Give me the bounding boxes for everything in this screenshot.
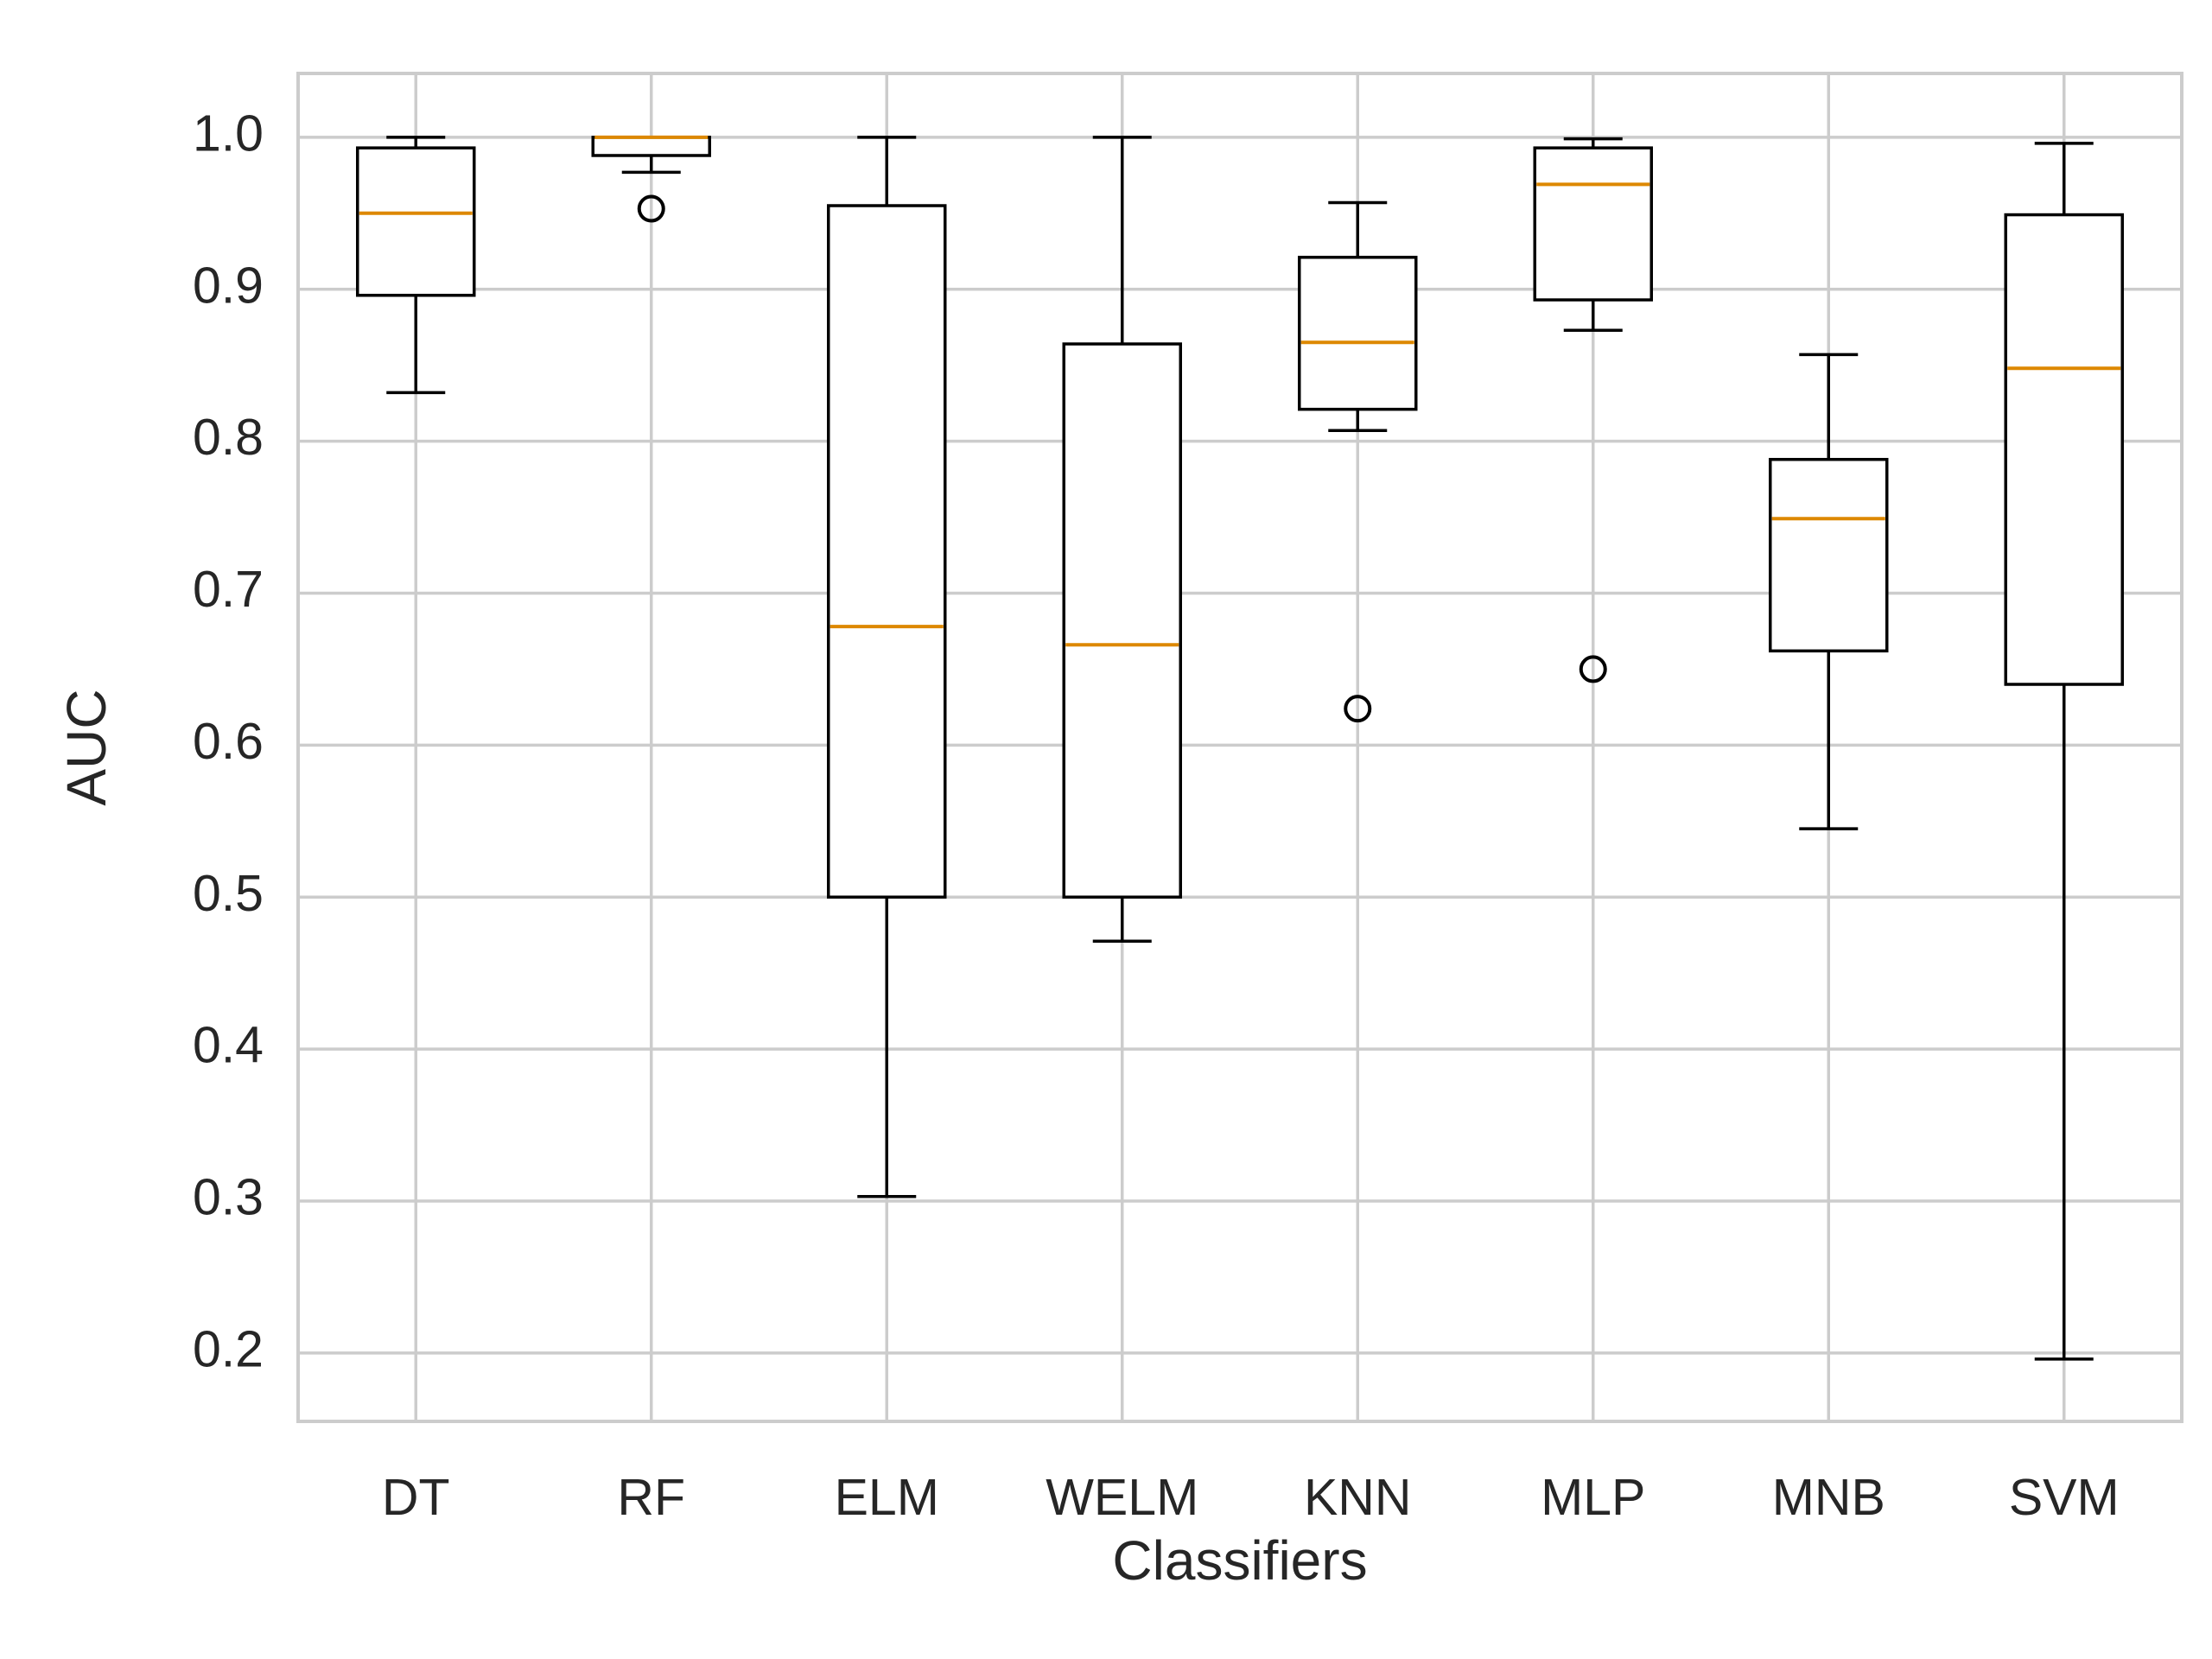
x-tick-label: RF <box>617 1469 685 1526</box>
iqr-box <box>591 136 711 157</box>
box-svm <box>2004 142 2124 1361</box>
iqr-box <box>1298 256 1418 411</box>
outlier-point <box>637 194 665 223</box>
y-tick-label: 0.5 <box>193 865 264 922</box>
y-tick-label: 0.7 <box>193 561 264 618</box>
y-axis-title: AUC <box>55 689 118 805</box>
iqr-box <box>1533 146 1653 302</box>
y-tick-label: 0.2 <box>193 1320 264 1377</box>
x-tick-label: KNN <box>1304 1469 1412 1526</box>
box-mlp <box>1533 137 1653 683</box>
box-series <box>356 135 2124 1361</box>
iqr-box <box>2004 213 2124 686</box>
y-tick-label: 0.9 <box>193 257 264 314</box>
box-rf <box>591 135 711 223</box>
y-tick-label: 0.6 <box>193 713 264 770</box>
x-axis-tick-labels: DT RF ELM WELM KNN MLP MNB SVM <box>382 1469 2120 1526</box>
box-welm <box>1062 136 1182 943</box>
y-tick-label: 1.0 <box>193 105 264 162</box>
box-knn <box>1298 200 1418 723</box>
x-tick-label: MLP <box>1541 1469 1645 1526</box>
box-dt <box>356 136 476 395</box>
y-tick-label: 0.4 <box>193 1017 264 1074</box>
y-axis-tick-labels: 0.2 0.3 0.4 0.5 0.6 0.7 0.8 0.9 1.0 <box>193 105 264 1377</box>
x-axis-title: Classifiers <box>1112 1529 1367 1592</box>
y-tick-label: 0.8 <box>193 409 264 466</box>
x-tick-label: SVM <box>2009 1469 2120 1526</box>
x-tick-label: WELM <box>1046 1469 1198 1526</box>
iqr-box <box>356 146 476 297</box>
x-tick-label: ELM <box>835 1469 939 1526</box>
box-mnb <box>1769 353 1889 830</box>
box-elm <box>827 136 947 1198</box>
outlier-point <box>1344 695 1372 723</box>
plot-area-frame <box>296 72 2183 1423</box>
outlier-point <box>1579 655 1607 683</box>
y-tick-label: 0.3 <box>193 1169 264 1226</box>
iqr-box <box>1769 457 1889 653</box>
iqr-box <box>1062 342 1182 899</box>
iqr-box <box>827 204 947 899</box>
x-tick-label: DT <box>382 1469 450 1526</box>
x-tick-label: MNB <box>1772 1469 1885 1526</box>
